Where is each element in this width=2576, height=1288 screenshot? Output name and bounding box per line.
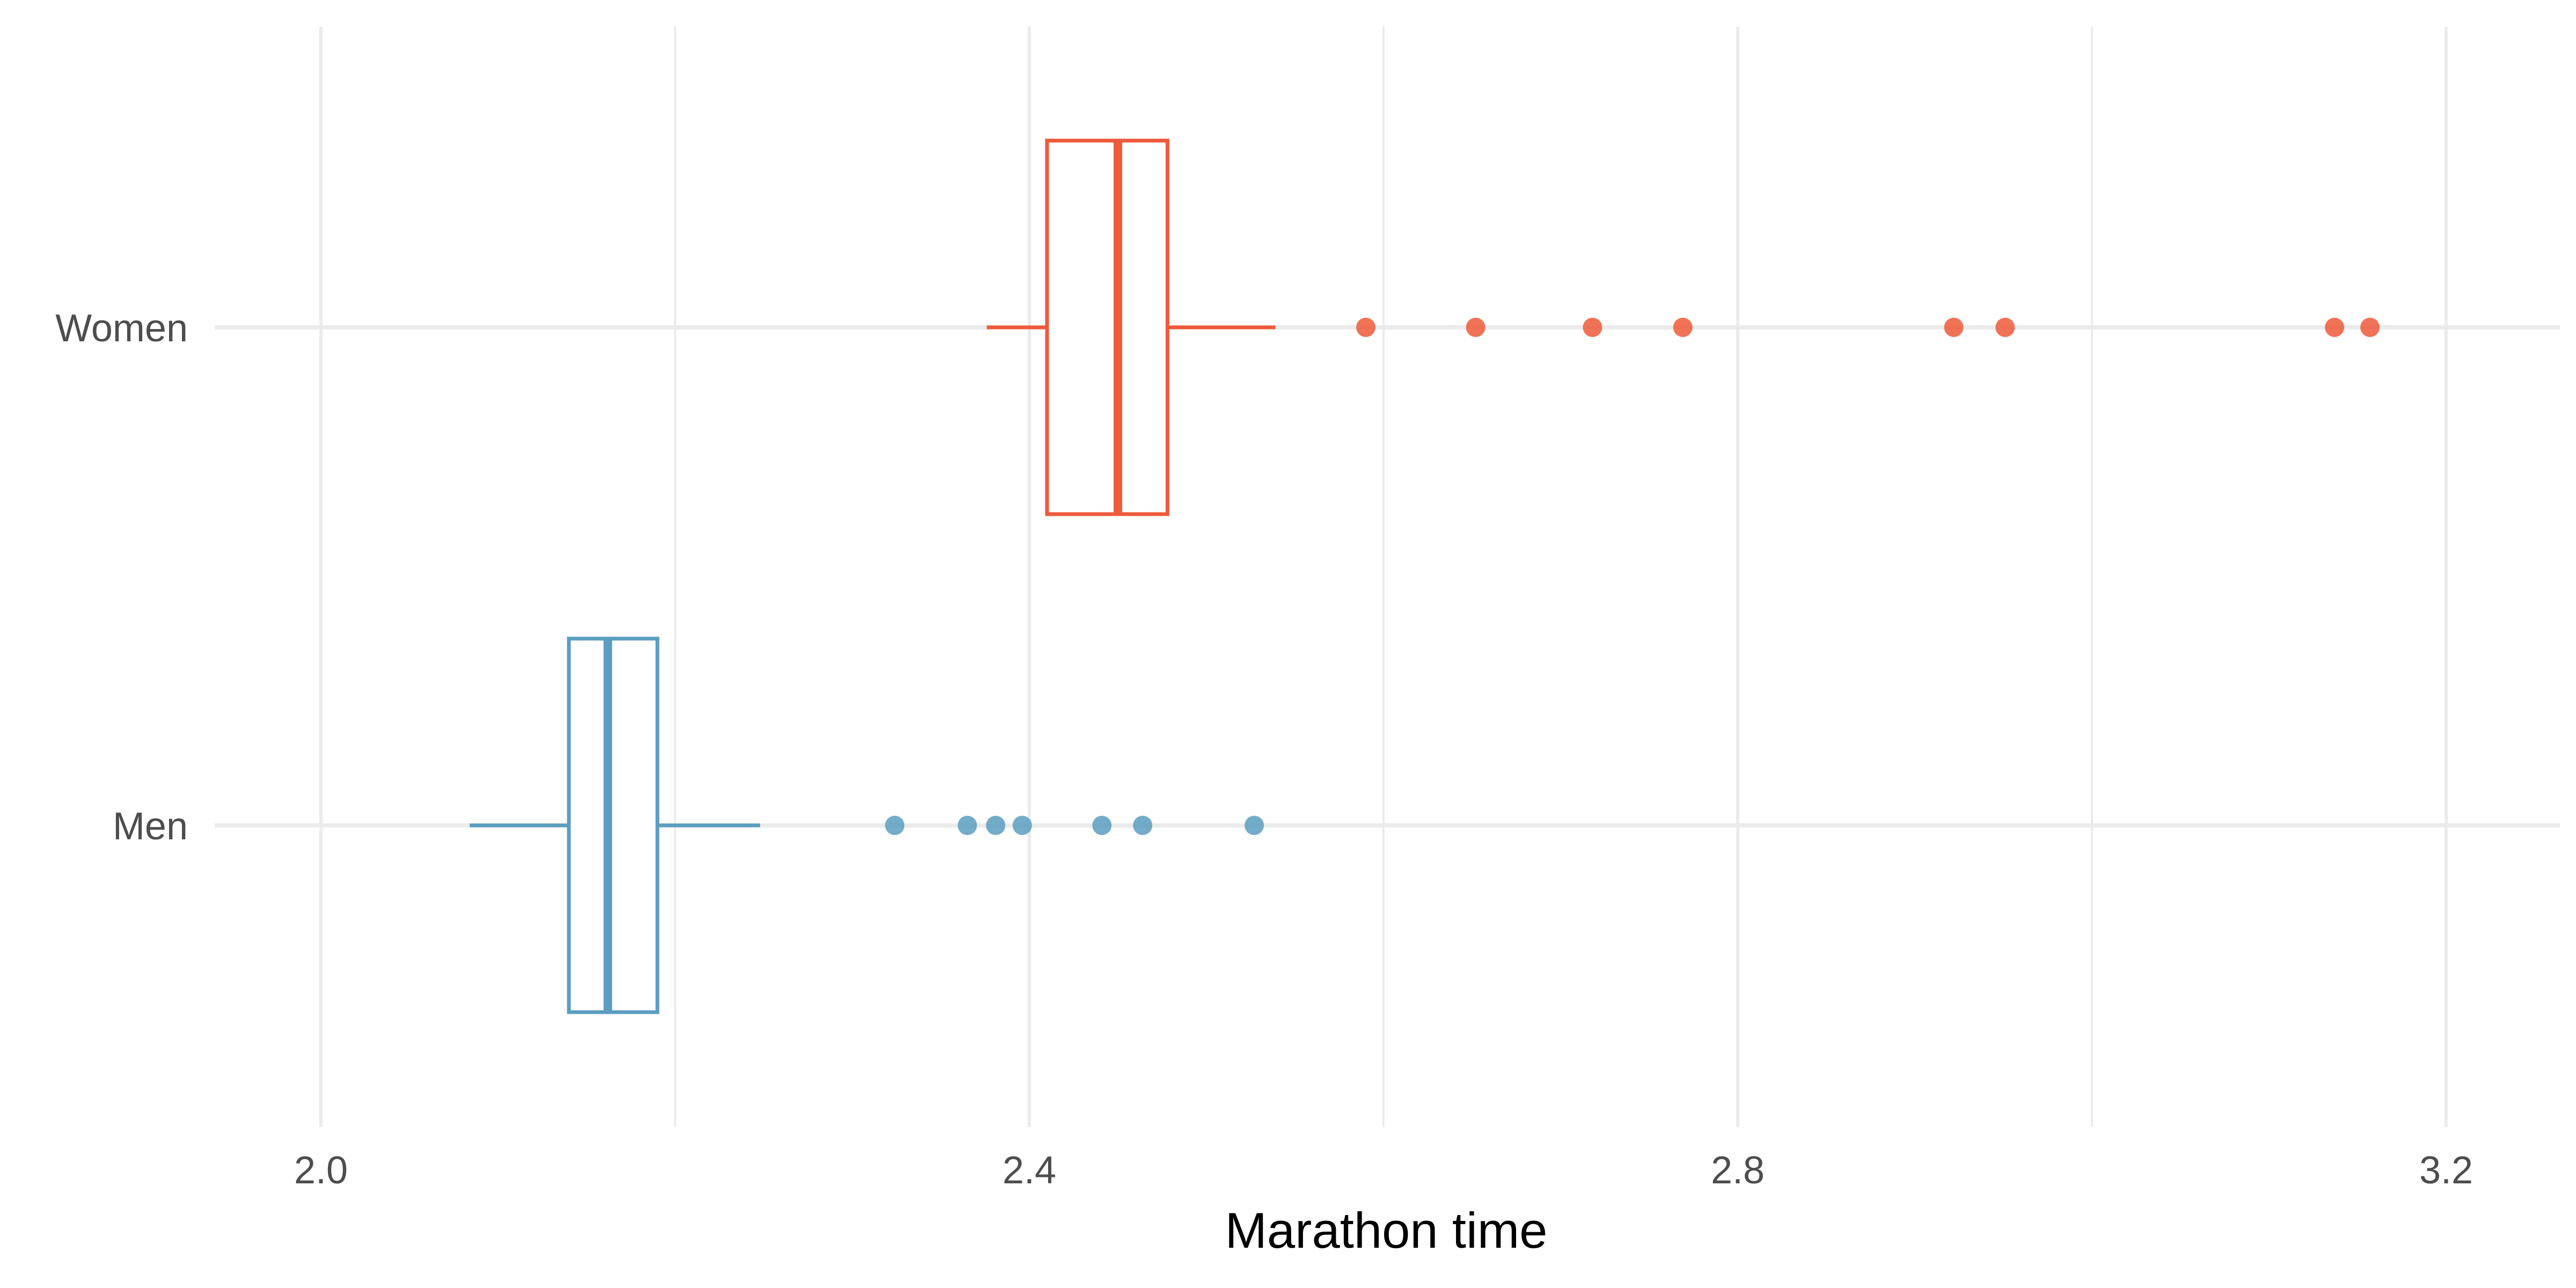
mark-layer: [470, 138, 2380, 1014]
outlier-point-women: [1673, 318, 1693, 337]
outlier-point-women: [1944, 318, 1964, 337]
x-tick-label: 2.4: [1002, 1149, 1056, 1192]
outlier-point-women: [2325, 318, 2345, 337]
outlier-point-men: [986, 816, 1006, 835]
outlier-point-women: [1356, 318, 1375, 337]
x-tick-label: 3.2: [2419, 1149, 2473, 1192]
outlier-point-women: [1466, 318, 1485, 337]
label-layer: 2.0 2.4 2.8 3.2 Men Women: [55, 307, 2473, 1192]
outlier-point-men: [1133, 816, 1153, 835]
boxplot-men: [470, 636, 1264, 1014]
outlier-point-women: [2360, 318, 2380, 337]
outlier-point-men: [1092, 816, 1112, 835]
outlier-point-women: [1995, 318, 2015, 337]
y-tick-label-men: Men: [113, 805, 188, 848]
grid-layer: [215, 27, 2560, 1127]
y-tick-label-women: Women: [55, 307, 188, 350]
outlier-point-men: [1245, 816, 1264, 835]
x-tick-label: 2.0: [294, 1149, 348, 1192]
outlier-point-women: [1583, 318, 1602, 337]
box-men: [567, 636, 660, 1014]
outlier-point-men: [885, 816, 905, 835]
outlier-point-men: [1012, 816, 1032, 835]
x-tick-label: 2.8: [1711, 1149, 1765, 1192]
outlier-point-men: [957, 816, 977, 835]
boxplot-women: [986, 138, 2380, 516]
box-women: [1045, 138, 1169, 516]
x-axis-title: Marathon time: [1225, 1202, 1548, 1258]
